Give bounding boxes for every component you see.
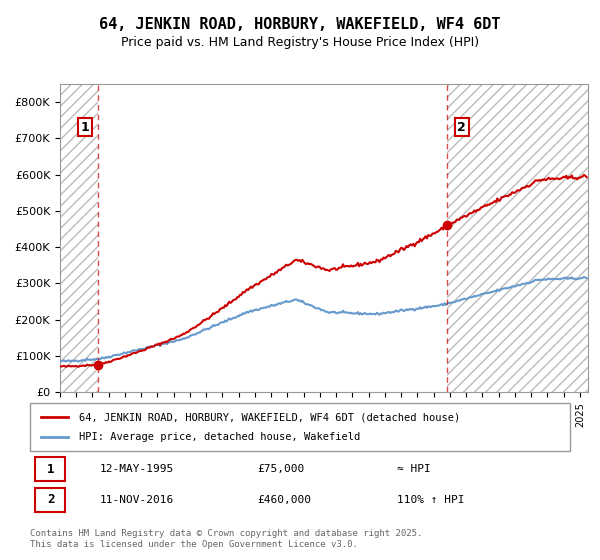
FancyBboxPatch shape: [35, 457, 65, 481]
Text: 2: 2: [47, 493, 54, 506]
FancyBboxPatch shape: [35, 488, 65, 512]
Text: ≈ HPI: ≈ HPI: [397, 464, 431, 474]
Text: HPI: Average price, detached house, Wakefield: HPI: Average price, detached house, Wake…: [79, 432, 360, 442]
Text: 11-NOV-2016: 11-NOV-2016: [100, 495, 175, 505]
Text: 64, JENKIN ROAD, HORBURY, WAKEFIELD, WF4 6DT (detached house): 64, JENKIN ROAD, HORBURY, WAKEFIELD, WF4…: [79, 413, 460, 422]
Text: Contains HM Land Registry data © Crown copyright and database right 2025.
This d: Contains HM Land Registry data © Crown c…: [30, 529, 422, 549]
Text: 64, JENKIN ROAD, HORBURY, WAKEFIELD, WF4 6DT: 64, JENKIN ROAD, HORBURY, WAKEFIELD, WF4…: [99, 17, 501, 32]
FancyBboxPatch shape: [30, 403, 570, 451]
Text: 1: 1: [80, 121, 89, 134]
Text: 12-MAY-1995: 12-MAY-1995: [100, 464, 175, 474]
Text: £75,000: £75,000: [257, 464, 304, 474]
Bar: [447, 84, 588, 392]
Bar: [60, 84, 98, 392]
Text: 1: 1: [47, 463, 54, 475]
Text: 2: 2: [457, 121, 466, 134]
Text: 110% ↑ HPI: 110% ↑ HPI: [397, 495, 465, 505]
Text: £460,000: £460,000: [257, 495, 311, 505]
Text: Price paid vs. HM Land Registry's House Price Index (HPI): Price paid vs. HM Land Registry's House …: [121, 36, 479, 49]
